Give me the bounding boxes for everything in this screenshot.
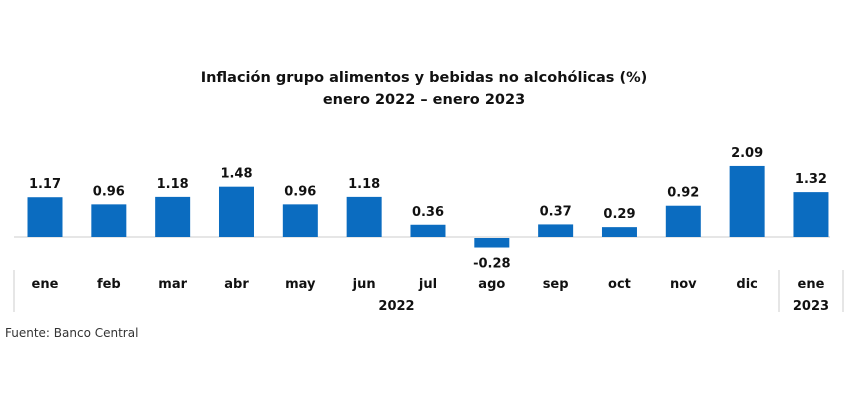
data-label: 1.18 xyxy=(348,177,380,192)
data-label: 1.18 xyxy=(157,177,189,192)
chart-title: Inflación grupo alimentos y bebidas no a… xyxy=(200,70,648,86)
bar-feb xyxy=(91,204,127,237)
category-label: nov xyxy=(670,277,697,292)
category-label: dic xyxy=(736,277,757,292)
year-label: 2023 xyxy=(793,299,829,314)
bar-jun xyxy=(346,196,382,237)
category-label: ene xyxy=(32,277,59,292)
bar-dic xyxy=(729,165,765,237)
bar-mar xyxy=(155,196,191,237)
data-label: -0.28 xyxy=(473,257,510,272)
data-label: 1.17 xyxy=(29,177,61,192)
data-label: 0.92 xyxy=(667,186,699,201)
category-label: jul xyxy=(418,277,437,292)
data-label: 1.48 xyxy=(220,167,252,182)
bar-sep xyxy=(538,224,574,237)
category-label: abr xyxy=(224,277,249,292)
category-label: sep xyxy=(543,277,569,292)
category-label: jun xyxy=(352,277,376,292)
data-label: 0.36 xyxy=(412,205,444,220)
category-label: may xyxy=(285,277,316,292)
category-label: feb xyxy=(97,277,121,292)
category-label: ago xyxy=(478,277,505,292)
bar-ene xyxy=(27,197,63,237)
data-label: 0.29 xyxy=(603,207,635,222)
bar-jul xyxy=(410,224,446,237)
data-label: 2.09 xyxy=(731,146,763,161)
year-label: 2022 xyxy=(378,299,414,314)
data-label: 0.96 xyxy=(284,184,316,199)
bar-ago xyxy=(474,238,510,248)
chart-subtitle: enero 2022 – enero 2023 xyxy=(322,92,526,108)
source-note: Fuente: Banco Central xyxy=(5,326,139,340)
category-label: oct xyxy=(608,277,631,292)
bar-oct xyxy=(601,227,637,237)
data-label: 0.96 xyxy=(93,184,125,199)
bar-ene xyxy=(793,192,829,237)
bar-may xyxy=(282,204,318,237)
category-label: mar xyxy=(158,277,187,292)
category-label: ene xyxy=(798,277,825,292)
data-label: 1.32 xyxy=(795,172,827,187)
bar-abr xyxy=(218,186,254,237)
bar-nov xyxy=(665,205,701,237)
data-label: 0.37 xyxy=(540,204,572,219)
